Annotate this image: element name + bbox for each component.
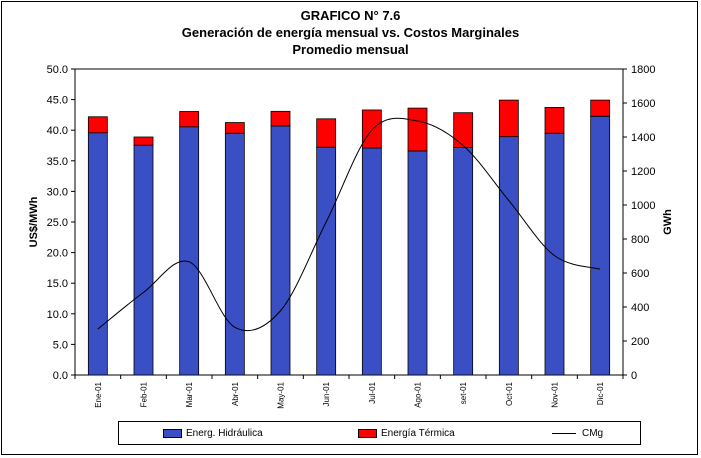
legend-item-hidraulica: Energ. Hidráulica xyxy=(163,428,263,439)
bar-termica-mar-01 xyxy=(179,111,200,128)
bar-layer xyxy=(87,99,611,376)
bar-termica-oct-01 xyxy=(498,99,519,138)
bar-termica-may-01 xyxy=(270,110,291,127)
y-tick-label: 35.0 xyxy=(47,156,68,168)
y2-tick-label: 1000 xyxy=(631,200,655,212)
y-tick-label: 50.0 xyxy=(47,64,68,76)
bar-hidraulica-abr-01 xyxy=(224,132,245,376)
bar-hidraulica-may-01 xyxy=(270,125,291,376)
legend-swatch-termica xyxy=(358,428,377,438)
chart-subtitle: Generación de energía mensual vs. Costos… xyxy=(181,25,520,40)
y-tick-label: 25.0 xyxy=(47,217,68,229)
y2-tick-label: 1400 xyxy=(631,132,655,144)
legend-item-cmg: CMg xyxy=(552,428,603,439)
y2-tick-label: 200 xyxy=(631,336,649,348)
legend-item-termica: Energía Térmica xyxy=(358,428,455,439)
bar-termica-nov-01 xyxy=(544,107,565,134)
series-line-cmg xyxy=(97,117,601,332)
x-tick-label: Nov-01 xyxy=(551,381,560,407)
bar-termica-dic-01 xyxy=(590,99,611,117)
y2-tick-label: 0 xyxy=(631,370,637,382)
x-tick-label: Ago-01 xyxy=(414,381,423,407)
y2-tick-label: 1200 xyxy=(631,166,655,178)
y2-tick-label: 1800 xyxy=(631,64,655,76)
right-axis: 0 200 400 600 800 1000 1200 1400 1600 1800 xyxy=(623,64,655,382)
bar-hidraulica-mar-01 xyxy=(179,126,200,376)
bar-termica-abr-01 xyxy=(224,122,245,134)
y-tick-label: 15.0 xyxy=(47,278,68,290)
y2-tick-label: 800 xyxy=(631,234,649,246)
bar-termica-set-01 xyxy=(453,112,474,148)
y2-axis-label: GWh xyxy=(662,209,674,235)
y2-tick-label: 600 xyxy=(631,268,649,280)
legend-line-cmg xyxy=(552,432,576,434)
bar-hidraulica-nov-01 xyxy=(544,132,565,376)
legend-label-hidraulica: Energ. Hidráulica xyxy=(186,428,263,439)
x-tick-label: set-01 xyxy=(459,381,468,404)
bar-hidraulica-dic-01 xyxy=(590,115,611,376)
x-tick-label: Feb-01 xyxy=(140,381,149,407)
bar-termica-ago-01 xyxy=(407,107,428,152)
y2-tick-label: 400 xyxy=(631,302,649,314)
y-tick-label: 30.0 xyxy=(47,186,68,198)
y-tick-label: 10.0 xyxy=(47,309,68,321)
bar-hidraulica-feb-01 xyxy=(133,144,154,376)
x-axis: Ene-01 Feb-01 Mar-01 Abr-01 May-01 Jun-01 Jul-… xyxy=(74,375,624,409)
y2-tick-label: 1600 xyxy=(631,98,655,110)
legend-label-cmg: CMg xyxy=(582,428,604,439)
x-tick-label: Dic-01 xyxy=(596,381,605,405)
plot-area xyxy=(74,68,624,376)
chart-title: GRAFICO N° 7.6 xyxy=(300,8,401,23)
bar-termica-ene-01 xyxy=(87,116,108,134)
bar-termica-jul-01 xyxy=(361,109,382,149)
bar-hidraulica-ene-01 xyxy=(87,132,108,376)
y-tick-label: 5.0 xyxy=(53,339,68,351)
x-tick-label: Mar-01 xyxy=(185,381,194,407)
x-tick-label: Jul-01 xyxy=(368,381,377,403)
bar-hidraulica-oct-01 xyxy=(498,136,519,376)
x-tick-label: Oct-01 xyxy=(505,381,514,406)
y-tick-label: 40.0 xyxy=(47,125,68,137)
bar-termica-feb-01 xyxy=(133,136,154,146)
bar-termica-jun-01 xyxy=(316,118,337,148)
bar-hidraulica-set-01 xyxy=(453,147,474,376)
bar-hidraulica-jun-01 xyxy=(316,146,337,376)
y-axis-label: US$/MWh xyxy=(28,196,40,247)
chart-subtitle-2: Promedio mensual xyxy=(292,42,409,57)
y-tick-label: 45.0 xyxy=(47,95,68,107)
left-axis: 0.0 5.0 10.0 15.0 20.0 25.0 30.0 35.0 40.0 45.0 50… xyxy=(47,64,75,382)
y-tick-label: 0.0 xyxy=(53,370,68,382)
x-tick-label: Jun-01 xyxy=(322,381,331,406)
y-tick-label: 20.0 xyxy=(47,248,68,260)
legend-label-termica: Energía Térmica xyxy=(381,428,455,439)
x-tick-label: May-01 xyxy=(277,381,286,408)
bar-hidraulica-ago-01 xyxy=(407,150,428,376)
x-tick-label: Abr-01 xyxy=(231,381,240,406)
line-layer xyxy=(97,117,601,332)
bar-hidraulica-jul-01 xyxy=(361,147,382,376)
legend: Energ. Hidráulica Energía Térmica CMg xyxy=(118,421,641,445)
x-tick-label: Ene-01 xyxy=(94,381,103,407)
legend-swatch-hidraulica xyxy=(163,428,182,438)
